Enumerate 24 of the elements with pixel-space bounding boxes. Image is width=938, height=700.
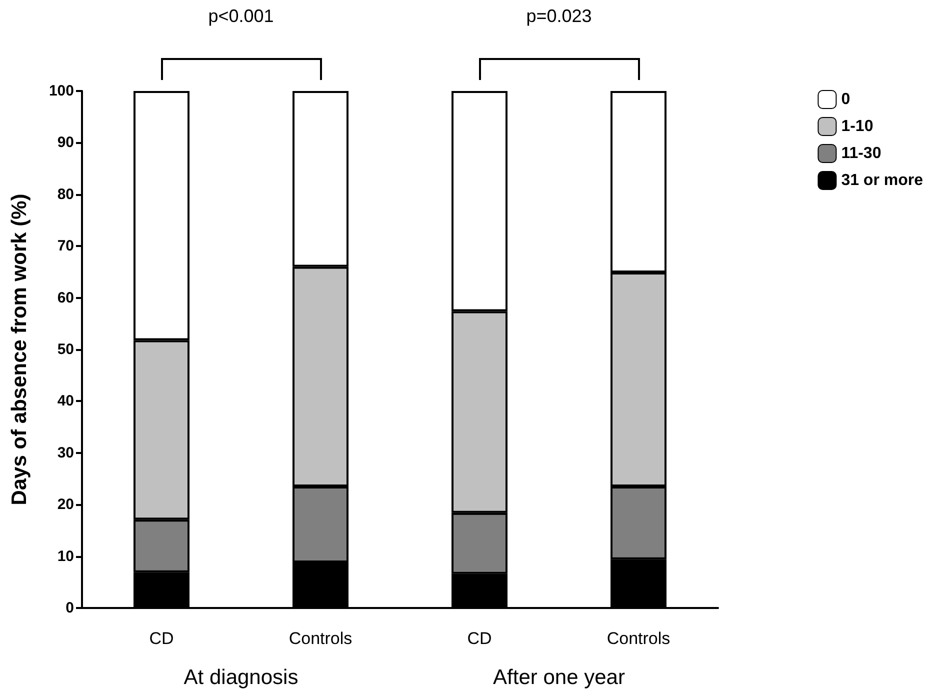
y-tick-label: 50 [57,341,74,358]
text: p<0.001 [208,6,274,27]
legend-label: 31 or more [841,172,924,189]
text: p=0.023 [526,6,592,27]
y-tick-label: 90 [57,134,74,152]
y-tick-label: 100 [48,82,74,100]
x-tick-label: Controls [288,629,352,648]
y-tick-label: 60 [57,289,74,306]
x-tick-label: Controls [606,629,670,648]
x-tick-label: CD [467,629,492,648]
legend-label: 0 [841,91,850,108]
legend-label: 11-30 [841,145,882,162]
text: After one year [493,666,625,690]
y-tick-label: 20 [57,496,74,514]
x-tick-label: CD [149,629,174,648]
y-tick-label: 70 [57,238,74,255]
legend-label: 1-10 [841,118,874,135]
y-tick-label: 80 [57,186,74,203]
y-axis-title: Days of absence from work (%) [8,194,31,506]
y-tick-label: 0 [66,600,74,616]
y-tick-label: 10 [57,548,74,565]
y-tick-label: 40 [57,392,74,410]
y-tick-label: 30 [57,444,74,462]
text: At diagnosis [184,666,298,690]
